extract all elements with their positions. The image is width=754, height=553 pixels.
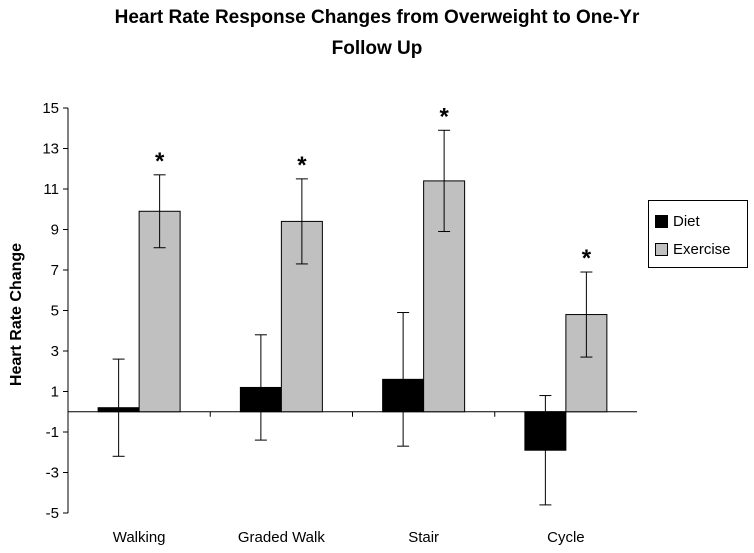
legend-item-diet: Diet (655, 211, 700, 231)
y-axis-label: Heart Rate Change (8, 243, 25, 386)
significance-star-stair: * (439, 103, 449, 130)
x-tick-label-graded-walk: Graded Walk (238, 529, 325, 546)
y-tick-label--1: -1 (46, 424, 59, 441)
y-tick-label-1: 1 (51, 384, 59, 401)
legend-swatch-diet (655, 214, 668, 228)
chart-title-line-2: Follow Up (331, 38, 423, 59)
chart-title-line-1: Heart Rate Response Changes from Overwei… (114, 7, 640, 28)
chart-title: Heart Rate Response Changes from Overwei… (0, 2, 754, 64)
y-tick-label-5: 5 (51, 303, 59, 320)
significance-star-walking: * (155, 148, 165, 175)
y-tick-label-13: 13 (42, 141, 59, 158)
y-tick-label--3: -3 (46, 465, 59, 482)
legend-label-diet: Diet (673, 212, 700, 230)
bar-exercise-walking (138, 210, 181, 413)
y-tick-label-11: 11 (43, 181, 59, 198)
y-tick-label-3: 3 (51, 343, 59, 360)
significance-star-cycle: * (582, 245, 592, 272)
y-tick-label-15: 15 (42, 100, 59, 117)
legend: Diet Exercise (648, 200, 748, 268)
legend-swatch-exercise (655, 242, 668, 256)
x-tick-label-stair: Stair (408, 529, 439, 546)
y-tick-label-7: 7 (51, 262, 59, 279)
y-tick-label-9: 9 (51, 222, 59, 239)
significance-star-graded-walk: * (297, 152, 307, 179)
x-tick-label-walking: Walking (113, 529, 166, 546)
legend-item-exercise: Exercise (655, 239, 731, 259)
x-tick-label-cycle: Cycle (547, 529, 585, 546)
y-tick-label--5: -5 (46, 505, 59, 522)
legend-label-exercise: Exercise (673, 240, 731, 258)
